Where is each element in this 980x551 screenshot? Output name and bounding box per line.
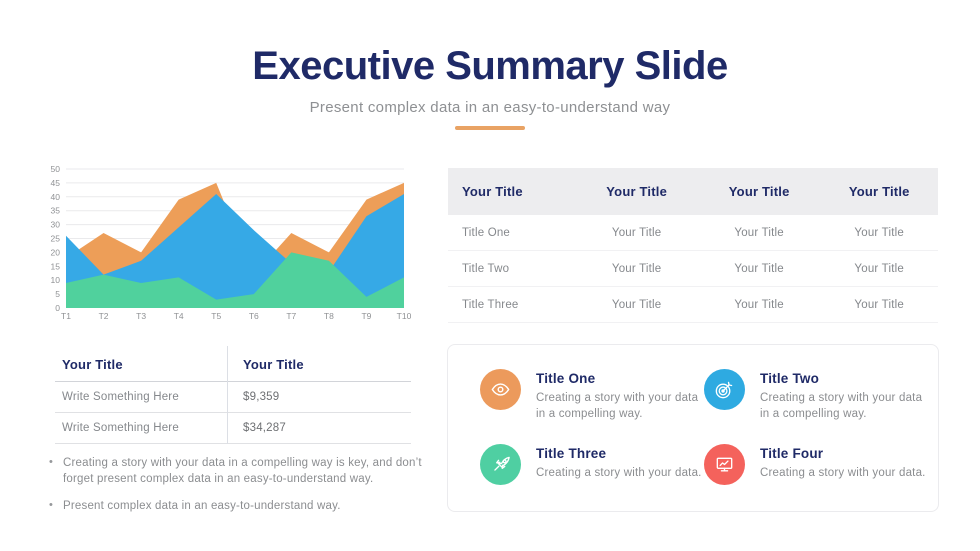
feature-title: Title Four	[760, 446, 824, 462]
table-row: Title Two Your Title Your Title Your Tit…	[448, 251, 938, 287]
feature-description: Creating a story with your data in a com…	[536, 392, 699, 420]
summary-table-header: Your Title	[848, 184, 910, 199]
svg-text:30: 30	[51, 220, 61, 230]
monitor-chart-icon	[704, 444, 745, 486]
summary-table-header-row: Your Title Your Title Your Title Your Ti…	[448, 168, 938, 215]
svg-text:0: 0	[55, 303, 60, 313]
svg-text:T10: T10	[397, 311, 412, 321]
feature-title: Title Two	[760, 371, 820, 386]
bullet-list: Creating a story with your data in a com…	[46, 455, 434, 525]
table-cell: Your Title	[734, 298, 784, 311]
feature-title: Title Three	[536, 446, 607, 462]
metrics-table-header: Your Title	[243, 357, 304, 372]
svg-text:45: 45	[51, 178, 61, 188]
table-cell: Your Title	[611, 226, 662, 239]
page-subtitle: Present complex data in an easy-to-under…	[309, 99, 671, 116]
svg-text:T1: T1	[61, 311, 71, 321]
feature-item-three: Title Three Creating a story with your d…	[480, 444, 704, 486]
rocket-icon	[480, 444, 521, 486]
bullet-item: Creating a story with your data in a com…	[46, 455, 434, 487]
metrics-table-header-row: Your Title Your Title	[55, 348, 411, 382]
table-row: Title Three Your Title Your Title Your T…	[448, 287, 938, 323]
table-cell-value: $34,287	[243, 422, 286, 434]
area-chart-svg: 0 5 10 15 20 25 30 35 40 45 50 T1 T2 T3 T4 T5 T6 T7 T8 T9 T1…	[51, 164, 412, 321]
accent-divider	[455, 126, 525, 130]
page-title: Executive Summary Slide	[252, 44, 728, 88]
svg-text:T5: T5	[211, 311, 221, 321]
svg-text:20: 20	[51, 247, 61, 257]
table-cell: Title Three	[462, 298, 519, 311]
summary-table-header: Your Title	[728, 184, 790, 199]
svg-text:40: 40	[51, 192, 61, 202]
table-row: Title One Your Title Your Title Your Tit…	[448, 215, 938, 251]
feature-text: Title Two Creating a story with your dat…	[760, 369, 928, 422]
svg-text:35: 35	[51, 206, 61, 216]
svg-text:5: 5	[55, 289, 60, 299]
summary-table-header: Your Title	[606, 184, 668, 199]
svg-text:T8: T8	[324, 311, 334, 321]
svg-text:T3: T3	[136, 311, 146, 321]
table-cell: Write Something Here	[62, 422, 179, 434]
table-cell: Your Title	[854, 226, 904, 239]
table-cell: Write Something Here	[62, 391, 179, 403]
feature-item-four: Title Four Creating a story with your da…	[704, 444, 928, 486]
metrics-table: Your Title Your Title Write Something He…	[55, 346, 411, 444]
feature-text: Title Three Creating a story with your d…	[536, 444, 702, 482]
summary-table-header: Your Title	[462, 184, 523, 199]
feature-text: Title Four Creating a story with your da…	[760, 444, 926, 482]
table-cell: Title Two	[462, 262, 510, 275]
feature-description: Creating a story with your data.	[536, 467, 702, 480]
svg-text:10: 10	[51, 275, 61, 285]
feature-description: Creating a story with your data in a com…	[760, 392, 923, 420]
feature-description: Creating a story with your data.	[760, 467, 926, 480]
svg-text:T9: T9	[361, 311, 371, 321]
table-cell: Title One	[462, 226, 511, 239]
table-cell: Your Title	[854, 298, 904, 311]
table-cell: Your Title	[734, 262, 784, 275]
feature-item-one: Title One Creating a story with your dat…	[480, 369, 704, 422]
summary-table: Your Title Your Title Your Title Your Ti…	[448, 168, 938, 323]
svg-text:T4: T4	[174, 311, 184, 321]
feature-title: Title One	[536, 371, 596, 386]
table-row: Write Something Here $34,287	[55, 413, 411, 444]
features-card: Title One Creating a story with your dat…	[447, 344, 939, 512]
svg-text:50: 50	[51, 164, 61, 174]
svg-text:T6: T6	[249, 311, 259, 321]
svg-text:25: 25	[51, 234, 61, 244]
feature-item-two: Title Two Creating a story with your dat…	[704, 369, 928, 422]
table-cell: Your Title	[611, 262, 662, 275]
eye-icon	[480, 369, 521, 410]
svg-text:T2: T2	[99, 311, 109, 321]
column-divider	[227, 346, 228, 444]
table-cell: Your Title	[854, 262, 904, 275]
table-row: Write Something Here $9,359	[55, 382, 411, 413]
svg-text:15: 15	[51, 261, 61, 271]
area-chart: 0 5 10 15 20 25 30 35 40 45 50 T1 T2 T3 T4 T5 T6 T7 T8 T9 T1…	[36, 162, 412, 322]
feature-text: Title One Creating a story with your dat…	[536, 369, 704, 422]
table-cell: Your Title	[734, 226, 784, 239]
table-cell-value: $9,359	[243, 391, 280, 403]
target-icon	[704, 369, 745, 410]
metrics-table-header: Your Title	[62, 357, 123, 372]
table-cell: Your Title	[611, 298, 662, 311]
bullet-item: Present complex data in an easy-to-under…	[46, 498, 434, 514]
svg-text:T7: T7	[286, 311, 296, 321]
